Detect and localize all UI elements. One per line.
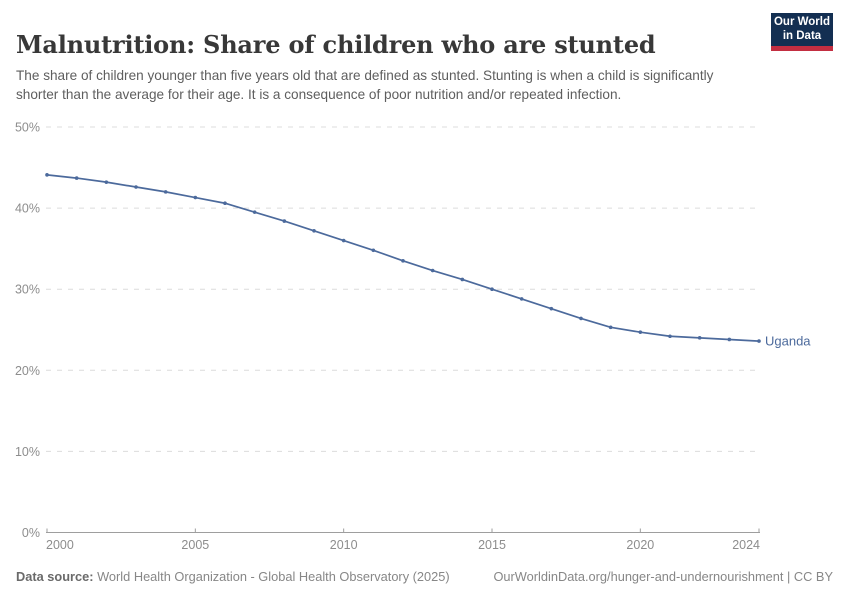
owid-logo-line1: Our World (773, 16, 830, 28)
chart-subtitle: The share of children younger than five … (16, 67, 714, 102)
data-point[interactable] (727, 337, 732, 342)
data-point[interactable] (460, 277, 465, 282)
data-point[interactable] (608, 325, 613, 330)
y-tick-label: 0% (22, 526, 40, 540)
data-point[interactable] (371, 248, 376, 253)
y-tick-label: 30% (15, 283, 40, 297)
x-tick-label: 2010 (330, 538, 358, 552)
y-tick-label: 20% (15, 364, 40, 378)
data-point[interactable] (757, 339, 761, 343)
data-point[interactable] (341, 238, 346, 243)
data-point[interactable] (430, 268, 435, 273)
data-point[interactable] (549, 306, 554, 311)
chart-footer: Data source: World Health Organization -… (16, 569, 833, 584)
y-tick-label: 50% (15, 121, 40, 135)
data-point[interactable] (312, 229, 316, 233)
series-end-label[interactable]: Uganda (765, 334, 811, 349)
data-point[interactable] (134, 185, 138, 189)
data-point[interactable] (104, 180, 109, 184)
data-source-label: Data source: (16, 569, 94, 584)
y-tick-label: 10% (15, 445, 40, 459)
x-tick-label: 2005 (181, 538, 209, 552)
data-source-note: Data source: World Health Organization -… (16, 569, 450, 584)
data-source-text: World Health Organization - Global Healt… (93, 569, 450, 584)
owid-url-link[interactable]: OurWorldinData.org/hunger-and-undernouri… (493, 569, 833, 584)
x-tick-label: 2020 (626, 538, 654, 552)
page-title: Malnutrition: Share of children who are … (16, 30, 656, 60)
series-line[interactable] (46, 174, 760, 342)
data-point[interactable] (697, 336, 702, 340)
data-point[interactable] (193, 195, 198, 200)
data-point[interactable] (45, 173, 49, 177)
y-tick-label: 40% (15, 202, 40, 216)
data-point[interactable] (638, 330, 643, 334)
data-point[interactable] (223, 201, 227, 206)
data-point[interactable] (490, 287, 494, 292)
x-tick-label: 2024 (732, 538, 760, 552)
data-point[interactable] (519, 297, 524, 301)
data-point[interactable] (252, 210, 257, 214)
data-point[interactable] (163, 190, 168, 194)
x-tick-label: 2015 (478, 538, 506, 552)
data-point[interactable] (74, 176, 79, 180)
data-point[interactable] (668, 334, 672, 339)
data-point[interactable] (282, 219, 287, 223)
x-tick-label: 2000 (46, 538, 74, 552)
data-point[interactable] (579, 316, 583, 321)
data-point[interactable] (401, 259, 405, 263)
owid-logo[interactable]: Our World in Data (771, 13, 833, 51)
owid-logo-line2: in Data (782, 29, 822, 42)
